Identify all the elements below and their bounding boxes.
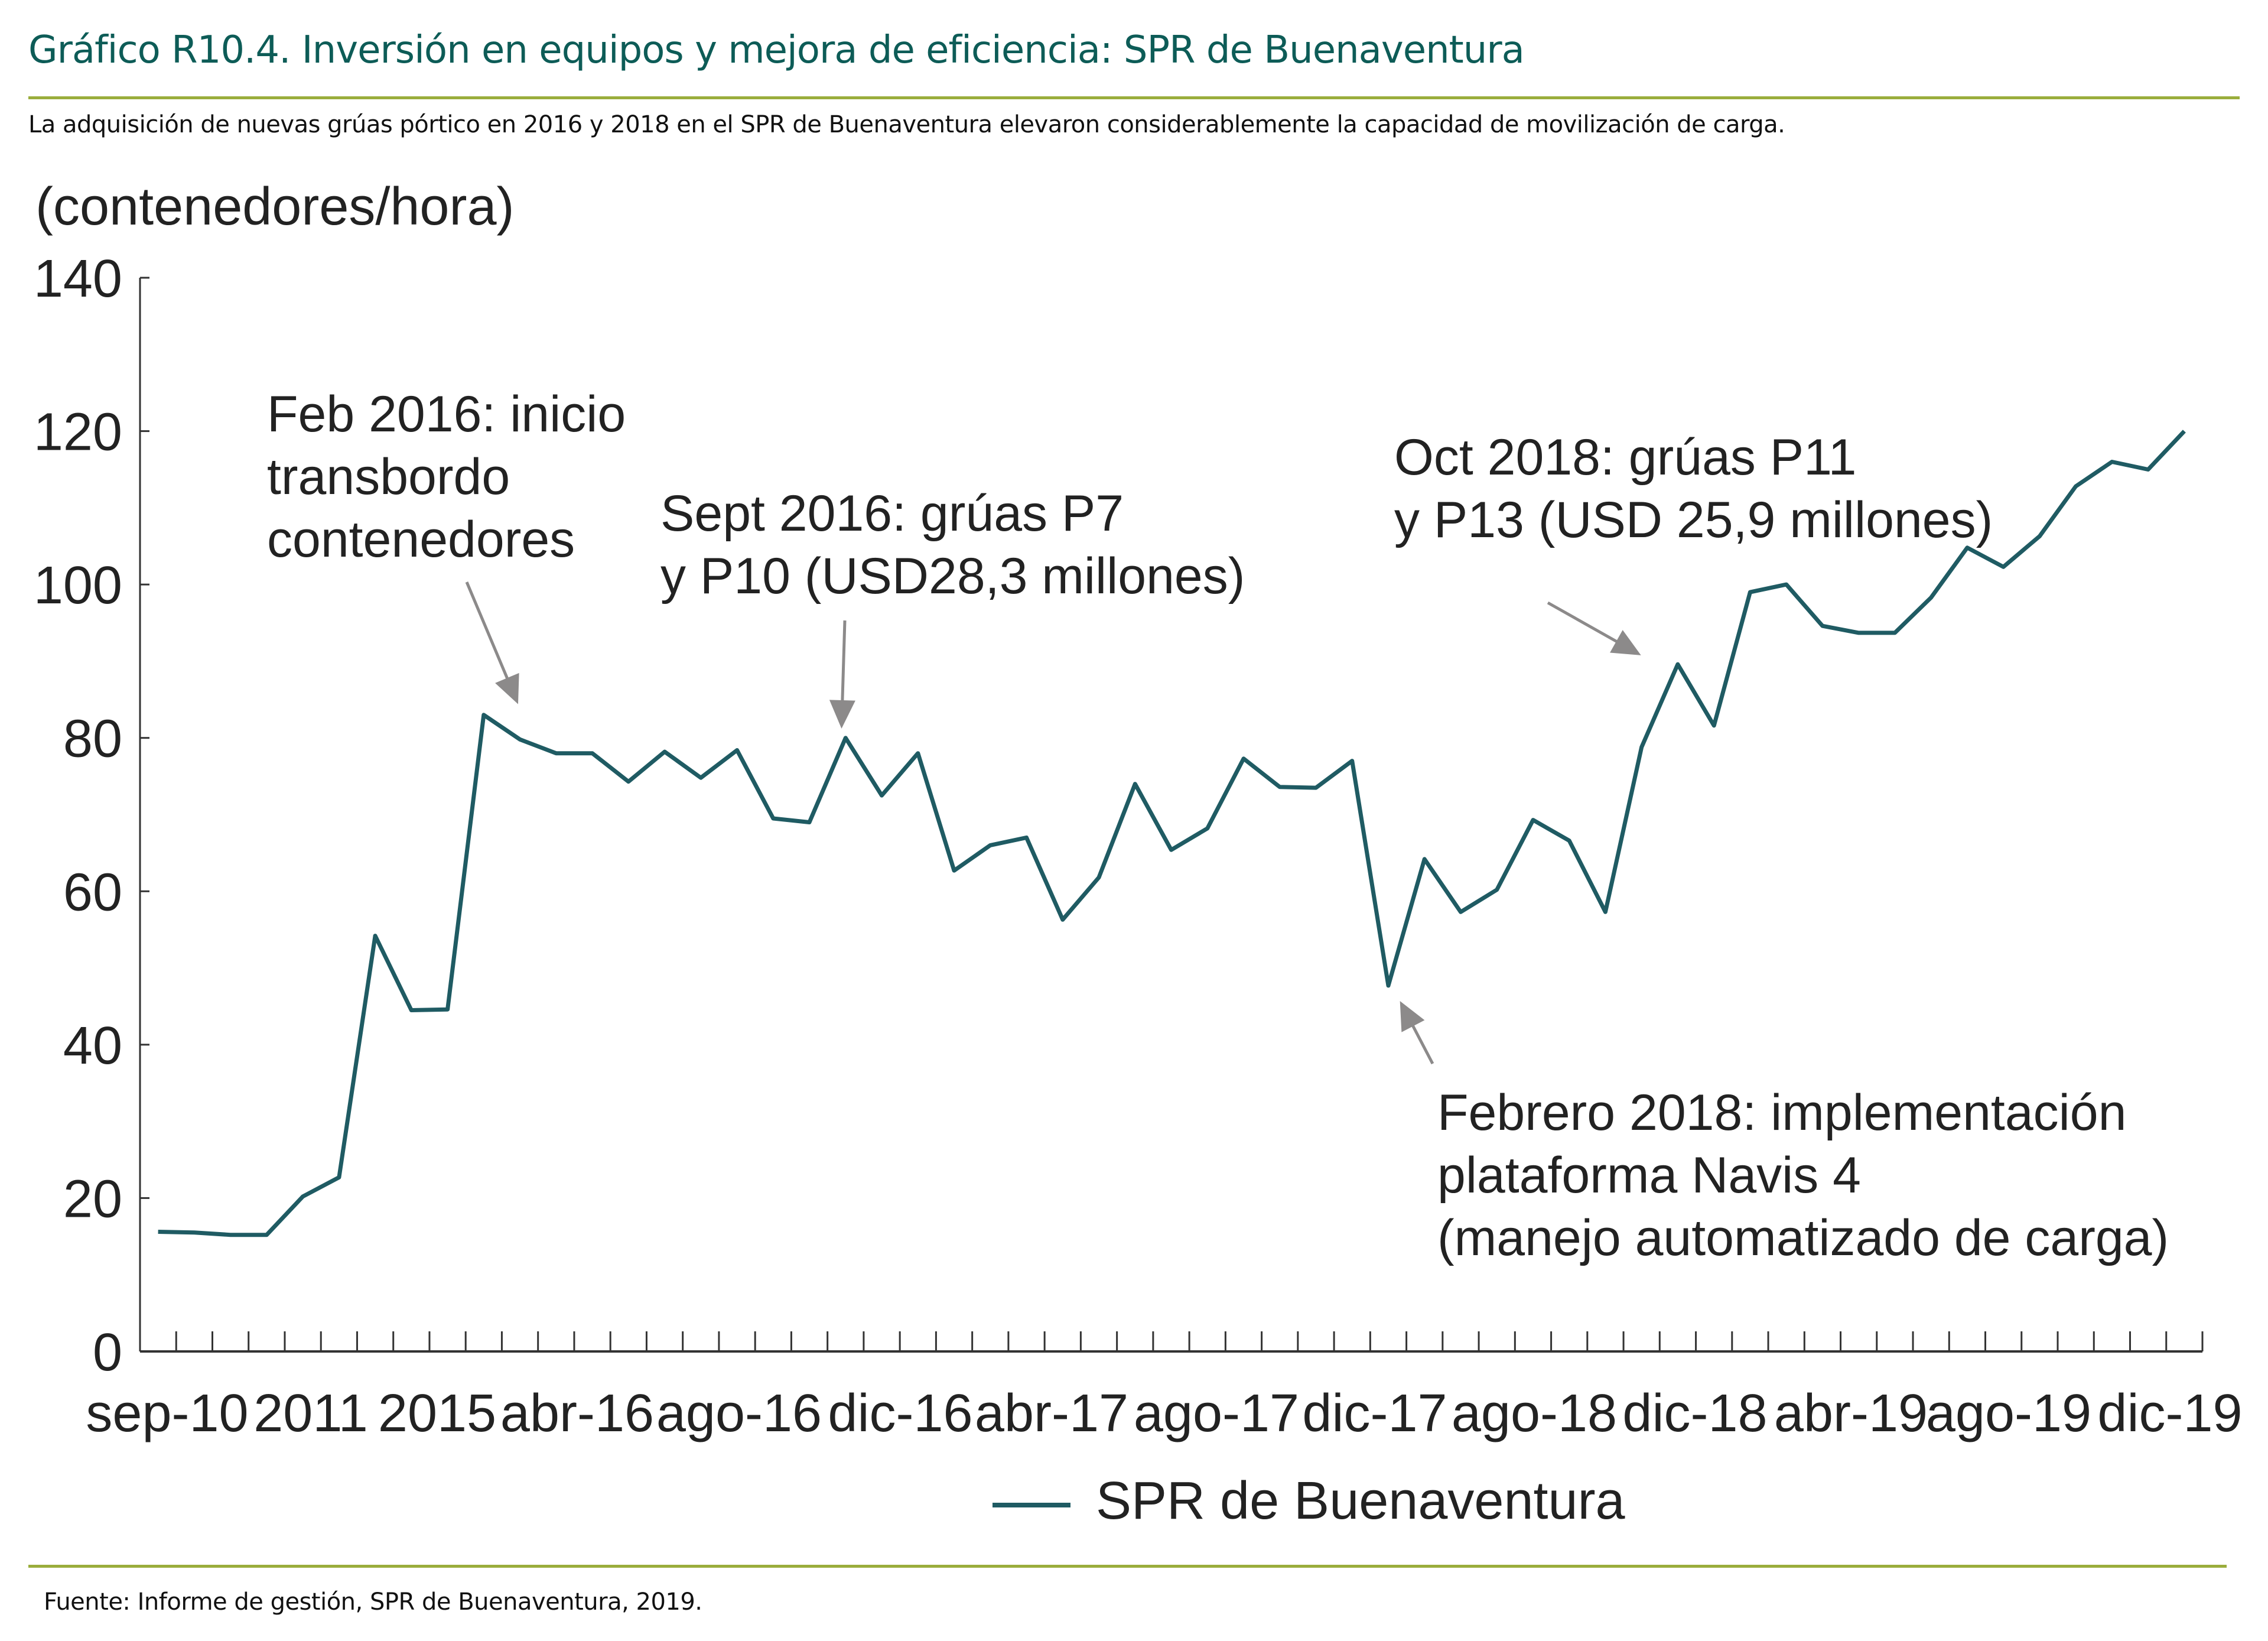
annotation-text: Sept 2016: grúas P7	[660, 485, 1124, 542]
x-tick-label: abr-19	[1774, 1384, 1928, 1443]
annotation-text: Feb 2016: inicio	[267, 386, 626, 443]
x-tick-label: sep-10	[86, 1384, 248, 1443]
top-divider	[28, 96, 2240, 99]
annotation-arrowhead-icon	[495, 672, 519, 704]
x-tick-label: 2011	[253, 1384, 368, 1443]
chart-subtitle: La adquisición de nuevas grúas pórtico e…	[28, 111, 1785, 138]
annotation-text: contenedores	[267, 511, 575, 568]
y-axis-label: (contenedores/hora)	[35, 177, 514, 236]
source-note: Fuente: Informe de gestión, SPR de Buena…	[44, 1588, 702, 1616]
annotation-arrowhead-icon	[1400, 1001, 1425, 1032]
y-tick-label: 80	[63, 710, 122, 769]
annotation-text: plataforma Navis 4	[1437, 1147, 1861, 1204]
x-tick-label: dic-16	[828, 1384, 972, 1443]
x-tick-label: 2015	[378, 1384, 496, 1443]
annotation-text: y P13 (USD 25,9 millones)	[1394, 492, 1993, 548]
x-tick-label: ago-16	[656, 1384, 822, 1443]
x-tick-label: ago-17	[1134, 1384, 1299, 1443]
annotation-arrow-line	[465, 581, 516, 695]
series-layer	[158, 430, 2186, 1237]
x-tick-label: dic-19	[2097, 1384, 2242, 1443]
annotation-text: (manejo automatizado de carga)	[1437, 1210, 2169, 1266]
y-tick-label: 60	[63, 863, 122, 922]
y-tick-label: 40	[63, 1016, 122, 1075]
chart-title: Gráfico R10.4. Inversión en equipos y me…	[28, 28, 1525, 72]
y-tick-label: 0	[93, 1323, 122, 1382]
x-tick-label: dic-17	[1302, 1384, 1447, 1443]
x-tick-label: ago-19	[1926, 1384, 2091, 1443]
y-tick-label: 140	[34, 249, 122, 308]
legend-label: SPR de Buenaventura	[1096, 1471, 1626, 1530]
x-axis: sep-10 2011 2015 abr-16 ago-16 dic-16 abr-17 ag…	[86, 1331, 2243, 1443]
annotation-text: y P10 (USD28,3 millones)	[660, 548, 1245, 605]
annotation-text: Oct 2018: grúas P11	[1394, 429, 1856, 486]
y-tick-label: 100	[34, 556, 122, 615]
annotation-text: Febrero 2018: implementación	[1437, 1084, 2126, 1141]
legend: SPR de Buenaventura	[993, 1471, 1626, 1530]
x-tick-label: abr-17	[975, 1384, 1128, 1443]
x-tick-label: abr-16	[500, 1384, 654, 1443]
y-axis: 0 20 40 60 80 100 120 140	[34, 249, 149, 1382]
x-tick-label: dic-18	[1622, 1384, 1767, 1443]
annotation-arrowhead-icon	[1610, 630, 1641, 655]
annotations: Feb 2016: inicio transbordo contenedores Se…	[267, 386, 2169, 1266]
annotation-text: transbordo	[267, 449, 510, 505]
y-tick-label: 20	[63, 1169, 122, 1229]
line-chart: (contenedores/hora) 0 20 40 60 80 100 120 140 s…	[34, 177, 2243, 1530]
y-tick-label: 120	[34, 403, 122, 462]
annotation-arrowhead-icon	[829, 700, 855, 729]
bottom-divider	[28, 1565, 2227, 1568]
x-tick-label: ago-18	[1452, 1384, 1617, 1443]
